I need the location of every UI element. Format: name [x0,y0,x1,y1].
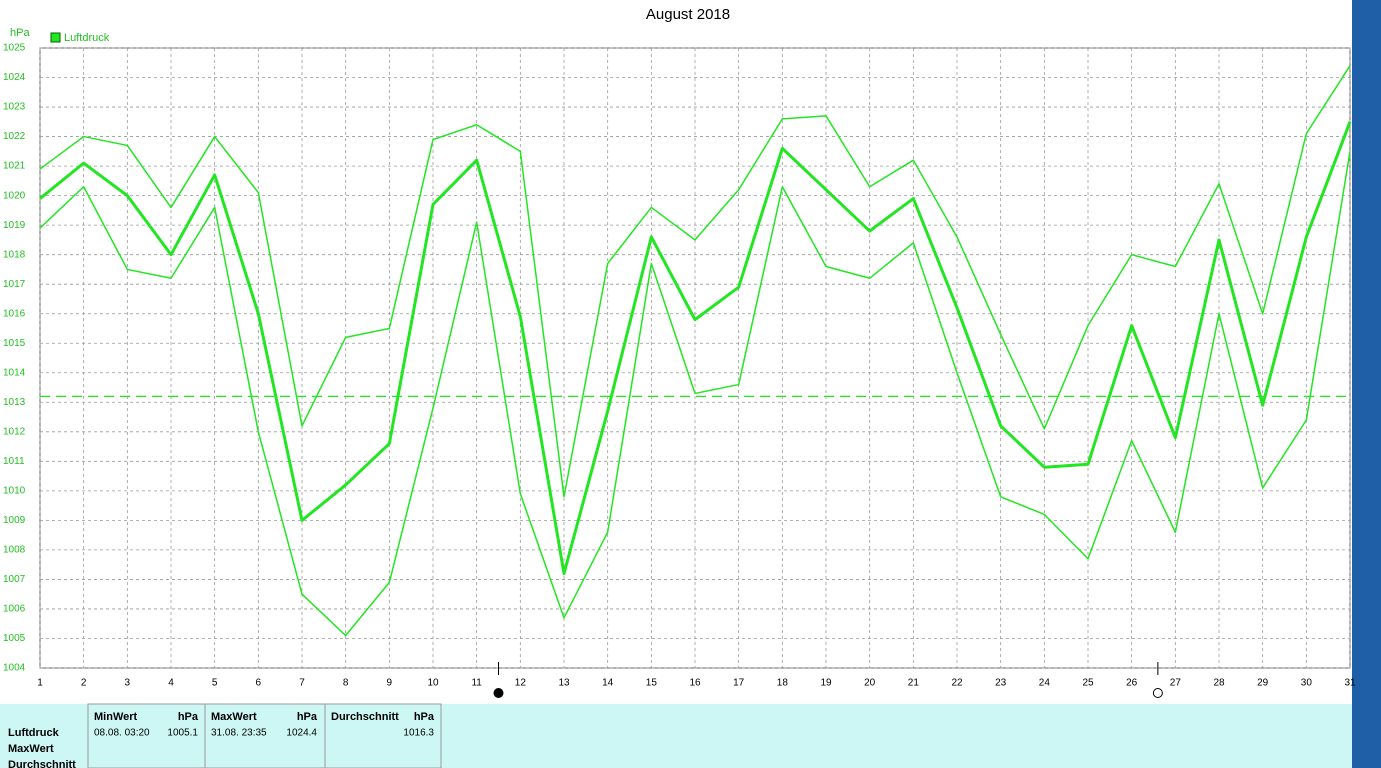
col-unit: hPa [178,711,199,723]
row-label: Luftdruck [8,727,60,739]
y-tick-label: 1006 [3,604,26,615]
x-tick-label: 15 [646,678,658,689]
y-tick-label: 1023 [3,102,26,113]
y-tick-label: 1012 [3,426,26,437]
y-tick-label: 1004 [3,663,26,674]
col-header: MinWert [94,711,138,723]
y-tick-label: 1021 [3,161,26,172]
y-tick-label: 1025 [3,43,26,54]
x-tick-label: 8 [343,678,349,689]
y-tick-label: 1014 [3,367,26,378]
x-tick-label: 29 [1257,678,1269,689]
x-tick-label: 17 [733,678,745,689]
x-tick-label: 11 [471,678,482,689]
x-tick-label: 13 [558,678,570,689]
y-tick-label: 1010 [3,485,26,496]
row-label: Durchschnitt [8,759,76,768]
legend-swatch [50,32,61,43]
series-line [39,65,1351,498]
new-moon [1152,688,1163,698]
x-tick-label: 12 [515,678,527,689]
full-moon [493,688,504,698]
y-tick-label: 1016 [3,308,26,319]
x-tick-label: 7 [299,678,305,689]
y-tick-label: 1020 [3,190,26,201]
row-label: MaxWert [8,743,54,755]
y-tick-label: 1019 [3,220,26,231]
series-line [39,121,1352,576]
cell-time: 31.08. 23:35 [211,728,267,739]
x-tick-label: 3 [125,678,131,689]
x-tick-label: 1 [37,678,43,689]
y-tick-label: 1017 [3,279,26,290]
x-tick-label: 25 [1082,678,1094,689]
col-header: Durchschnitt [331,711,399,723]
y-tick-label: 1022 [3,131,26,142]
table-panel [0,704,1352,768]
x-tick-label: 28 [1213,678,1225,689]
cell-value: 1005.1 [167,728,198,739]
x-tick-label: 2 [81,678,87,689]
x-tick-label: 24 [1039,678,1051,689]
x-tick-label: 22 [951,678,963,689]
y-unit: hPa [10,27,30,39]
y-tick-label: 1005 [3,633,26,644]
col-header: MaxWert [211,711,257,723]
x-tick-label: 16 [689,678,701,689]
y-tick-label: 1024 [3,72,26,83]
y-tick-label: 1009 [3,515,26,526]
x-tick-label: 10 [427,678,439,689]
col-unit: hPa [297,711,318,723]
y-tick-label: 1007 [3,574,26,585]
x-tick-label: 21 [908,678,920,689]
y-tick-label: 1013 [3,397,26,408]
x-tick-label: 5 [212,678,218,689]
cell-time: 08.08. 03:20 [94,728,150,739]
y-tick-label: 1008 [3,545,26,556]
x-tick-label: 14 [602,678,614,689]
y-tick-label: 1015 [3,338,26,349]
cell-value: 1016.3 [403,728,434,739]
x-tick-label: 30 [1301,678,1313,689]
x-tick-label: 26 [1126,678,1138,689]
legend-label: Luftdruck [64,32,110,44]
desktop-edge [1352,0,1381,768]
table: Luftdruck MaxWert Durchschnitt MinWert h… [8,703,442,768]
x-tick-label: 31 [1344,678,1356,689]
x-tick-label: 9 [387,678,393,689]
x-tick-label: 23 [995,678,1007,689]
chart-title: August 2018 [646,6,730,23]
y-tick-label: 1018 [3,249,26,260]
x-tick-label: 19 [820,678,832,689]
cell-value: 1024.4 [286,728,317,739]
x-tick-label: 18 [777,678,789,689]
x-tick-label: 6 [256,678,262,689]
table-cell [324,703,442,768]
y-tick-label: 1011 [3,456,25,467]
x-tick-label: 27 [1170,678,1182,689]
x-tick-label: 4 [168,678,174,689]
series-line [39,151,1351,637]
x-tick-label: 20 [864,678,876,689]
col-unit: hPa [414,711,435,723]
